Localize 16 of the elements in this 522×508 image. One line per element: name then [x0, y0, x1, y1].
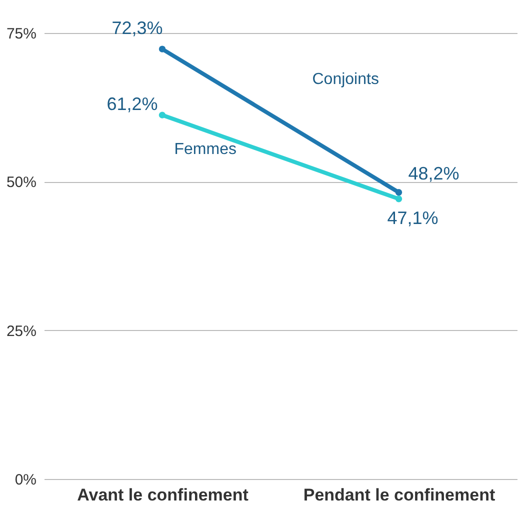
- text: Conjoints: [312, 71, 379, 88]
- x-tick-label: Pendant le confinement: [303, 486, 496, 504]
- point: [158, 46, 166, 52]
- point: [395, 196, 402, 202]
- y-tick-label: 0%: [14, 472, 36, 488]
- data-label: 61,2%: [106, 94, 158, 114]
- y-tick-label: 50%: [6, 174, 36, 192]
- data-label: 48,2%: [408, 163, 460, 184]
- point: [395, 189, 402, 196]
- series-label: Femmes: [174, 141, 236, 158]
- y-tick-label: 25%: [6, 322, 36, 340]
- y-tick-label: 75%: [6, 26, 36, 42]
- data-label: 47,1%: [387, 208, 438, 228]
- data-label: 72,3%: [112, 18, 163, 38]
- point: [158, 112, 166, 118]
- x-tick-label: Avant le confinement: [77, 486, 249, 504]
